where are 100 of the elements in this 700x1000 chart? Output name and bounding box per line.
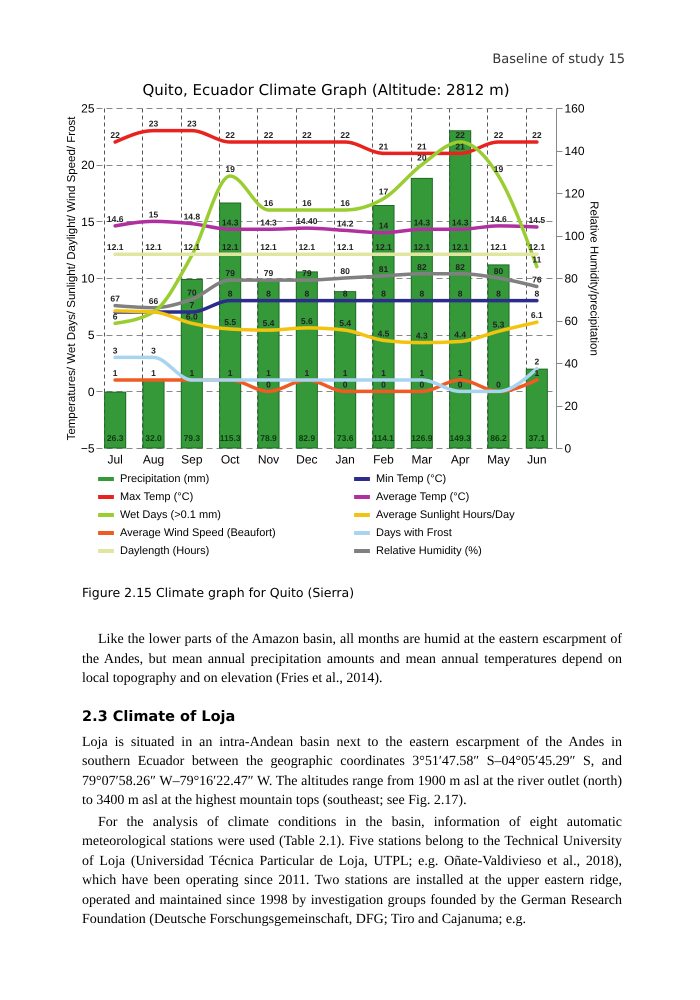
y-tick-label: 5 — [88, 328, 95, 342]
data-label: 0 — [419, 379, 424, 390]
data-label: 0 — [342, 379, 348, 390]
text: Loja is situated in an intra-Andean basin next to the eastern escarpment of the Andes in southern Ecuador between the geographic coordinates 3°51′47.58″ S–04°05′45.29″ S, and 79°07′58.26″ W–79°16′22.47″ W. The altitudes range from 1900 m asl at the river outlet (north) to 3400 m asl at the highest mountain tops (southeast; see Fig. 2.17). — [82, 734, 622, 810]
data-label: 5.4 — [339, 318, 352, 328]
data-label: 26.3 — [106, 433, 124, 443]
data-label: 22 — [110, 130, 120, 140]
data-label: 86.2 — [490, 433, 508, 443]
data-label: 22 — [532, 130, 542, 140]
data-label: 0 — [496, 379, 502, 390]
data-label: 12.1 — [336, 242, 354, 252]
legend-label: Min Temp (°C) — [376, 473, 446, 485]
data-label: 66 — [148, 296, 158, 306]
data-label: 12.1 — [145, 242, 162, 252]
data-label: 79 — [225, 268, 236, 278]
y-tick-label: 15 — [81, 214, 95, 229]
y-tick-label: 25 — [81, 102, 95, 116]
data-label: 4.3 — [416, 330, 428, 341]
legend-label: Max Temp (°C) — [120, 491, 194, 503]
data-label: 1 — [112, 368, 118, 378]
data-label: 14 — [378, 220, 388, 231]
data-label: 5.6 — [300, 316, 314, 326]
data-label: 1 — [304, 368, 310, 378]
data-label: 4.4 — [454, 329, 466, 340]
line-series — [113, 356, 539, 394]
chart-title: Quito, Ecuador Climate Graph (Altitude: 2812 m) — [142, 81, 510, 99]
legend-label: Days with Frost — [376, 527, 452, 539]
data-label: 6.0 — [186, 311, 198, 322]
data-label: 7 — [189, 300, 194, 310]
data-label: 149.3 — [450, 433, 472, 443]
x-tick-label: Apr — [450, 452, 470, 466]
data-label: 8 — [228, 288, 233, 299]
data-label: 14.3 — [222, 217, 239, 228]
legend-label: Wet Days (>0.1 mm) — [120, 509, 221, 521]
data-label: 0 — [266, 379, 272, 390]
data-label: 22 — [340, 130, 350, 140]
data-label: 8 — [534, 288, 540, 299]
data-label: 16 — [264, 198, 274, 208]
x-tick-label: May — [487, 452, 510, 466]
data-label: 1 — [189, 368, 194, 378]
legend-label: Daylength (Hours) — [120, 545, 210, 557]
data-label: 76 — [532, 274, 542, 284]
data-label: 14.6 — [490, 214, 508, 224]
x-tick-label: Jun — [527, 452, 547, 466]
y2-tick-label: 60 — [564, 314, 578, 328]
data-label: 82.9 — [298, 433, 316, 443]
data-label: 14.40 — [296, 216, 318, 226]
data-label: 12.1 — [106, 242, 124, 252]
y-tick-label: 0 — [88, 384, 95, 399]
data-label: 14.5 — [528, 215, 546, 225]
y2-tick-label: 0 — [564, 442, 572, 456]
data-label: 4.5 — [378, 328, 390, 338]
data-label: 80 — [340, 266, 350, 276]
data-label: 78.9 — [260, 433, 278, 443]
data-label: 81 — [378, 264, 388, 274]
data-label: 12.1 — [375, 242, 392, 252]
text: Baseline of study 15 — [491, 52, 625, 67]
bar — [142, 380, 165, 448]
data-label: 115.3 — [220, 433, 241, 443]
data-label: 22 — [225, 130, 236, 140]
data-label: 67 — [110, 294, 120, 304]
data-label: 21 — [455, 141, 466, 152]
data-label: 12.1 — [490, 242, 508, 252]
data-label: 21 — [378, 141, 388, 152]
data-label: 114.1 — [373, 433, 394, 443]
data-label: 0 — [381, 379, 386, 390]
data-label: 3 — [112, 345, 118, 356]
data-label: 8 — [458, 288, 463, 299]
data-label: 12.1 — [414, 242, 430, 252]
x-tick-label: Dec — [296, 452, 318, 466]
text: For the analysis of climate conditions in the basin, information of eight automatic meteorological stations were used (Table 2.1). Five stations belong to the Technical University of Loja (Universidad Técnica Particular de Loja, UTPL; e.g. Oñate-Valdivieso et al., 2018), which have been operating since 2011. Two stations are installed at the upper eastern ridge, operated and maintained since 1998 by investigation groups founded by the German Research Foundation (Deutsche Forschungsgemeinschaft, DFG; Tiro and Cajanuma; e.g. — [82, 814, 622, 929]
caption: Figure 2.15 Climate graph for Quito (Sierra) — [82, 585, 356, 600]
legend-label: Average Sunlight Hours/Day — [376, 509, 516, 521]
data-label: 14.3 — [452, 217, 469, 228]
data-label: 14.2 — [336, 218, 354, 228]
data-label: 82 — [455, 262, 466, 272]
data-label: 14.3 — [260, 217, 278, 228]
data-label: 0 — [458, 379, 463, 390]
text: Like the lower parts of the Amazon basin, all months are humid at the eastern escarpment of the Andes, but mean annual precipitation amounts and mean annual temperatures depend on local topography and on elevation (Fries et al., 2014). — [82, 631, 622, 688]
data-label: 1 — [151, 368, 156, 378]
data-label: 8 — [496, 288, 502, 299]
data-label: 22 — [494, 130, 504, 140]
y2-tick-label: 100 — [564, 229, 585, 243]
data-label: 1 — [228, 368, 233, 378]
legend-label: Average Temp (°C) — [376, 491, 470, 503]
data-label: 14.3 — [414, 217, 430, 228]
data-label: 12.1 — [452, 242, 469, 252]
data-label: 1 — [458, 368, 463, 378]
data-label: 1 — [419, 368, 424, 378]
y2-tick-label: 80 — [564, 272, 578, 286]
data-label: 79 — [264, 268, 274, 278]
data-label: 12.1 — [260, 242, 278, 252]
data-label: 5.4 — [262, 318, 275, 328]
data-label: 8 — [342, 288, 348, 299]
data-label: 16 — [302, 198, 312, 208]
bar — [526, 368, 548, 448]
data-label: 70 — [187, 287, 197, 298]
data-label: 22 — [455, 130, 466, 140]
data-label: 80 — [494, 266, 504, 276]
x-tick-label: Nov — [258, 452, 280, 466]
